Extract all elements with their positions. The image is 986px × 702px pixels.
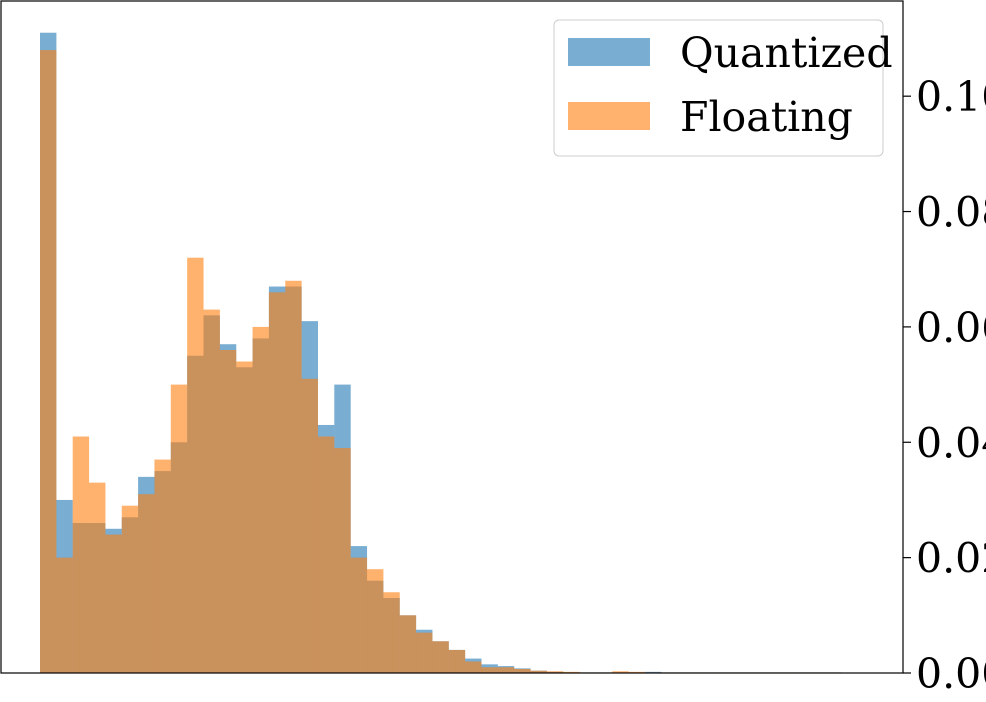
y-axis: 0.00 0.02 0.04 0.06 0.08 0.10 (903, 73, 986, 698)
bar-floating-7 (154, 459, 171, 673)
y-tick-label: 0.10 (916, 73, 986, 121)
bar-floating-30 (530, 670, 547, 673)
legend-label-quantized: Quantized (680, 29, 893, 77)
bar-floating-24 (432, 641, 449, 673)
y-tick-label: 0.04 (916, 419, 986, 467)
y-tick-label: 0.00 (916, 650, 986, 698)
bar-floating-15 (285, 280, 302, 673)
legend-label-floating: Floating (680, 93, 853, 141)
bar-floating-25 (448, 649, 466, 673)
y-tick-label: 0.08 (916, 189, 986, 237)
bar-floating-8 (170, 384, 188, 673)
bar-floating-21 (383, 592, 400, 673)
bar-floating-5 (121, 505, 139, 673)
bar-floating-12 (236, 361, 253, 673)
y-tick-label: 0.02 (916, 535, 986, 583)
bar-floating-2 (72, 436, 90, 673)
bar-floating-29 (514, 668, 531, 673)
legend-swatch-quantized (568, 38, 650, 66)
bar-floating-18 (334, 448, 351, 673)
plot-frame (0, 0, 904, 674)
legend-swatch-floating (568, 102, 650, 130)
y-tick-label: 0.06 (916, 304, 986, 352)
series-floating-bars (40, 50, 842, 673)
bar-floating-17 (317, 436, 335, 673)
bar-floating-23 (416, 632, 433, 673)
bar-floating-9 (187, 257, 204, 673)
bar-floating-31 (546, 671, 564, 673)
bar-floating-13 (252, 326, 269, 673)
bar-floating-22 (399, 615, 417, 673)
bar-floating-16 (301, 378, 318, 673)
bar-floating-0 (40, 50, 57, 673)
bar-floating-19 (350, 557, 368, 673)
bar-floating-1 (56, 557, 73, 673)
bar-floating-35 (612, 671, 629, 673)
legend: Quantized Floating (553, 19, 893, 157)
bar-floating-14 (268, 292, 286, 673)
bar-floating-11 (219, 349, 237, 673)
bar-floating-10 (203, 309, 220, 673)
bar-floating-28 (497, 667, 515, 673)
bar-floating-4 (105, 534, 122, 673)
bar-floating-20 (367, 569, 384, 673)
bar-floating-3 (89, 482, 106, 673)
bar-floating-27 (481, 667, 498, 673)
bar-floating-6 (138, 494, 155, 673)
bar-floating-26 (465, 661, 482, 673)
